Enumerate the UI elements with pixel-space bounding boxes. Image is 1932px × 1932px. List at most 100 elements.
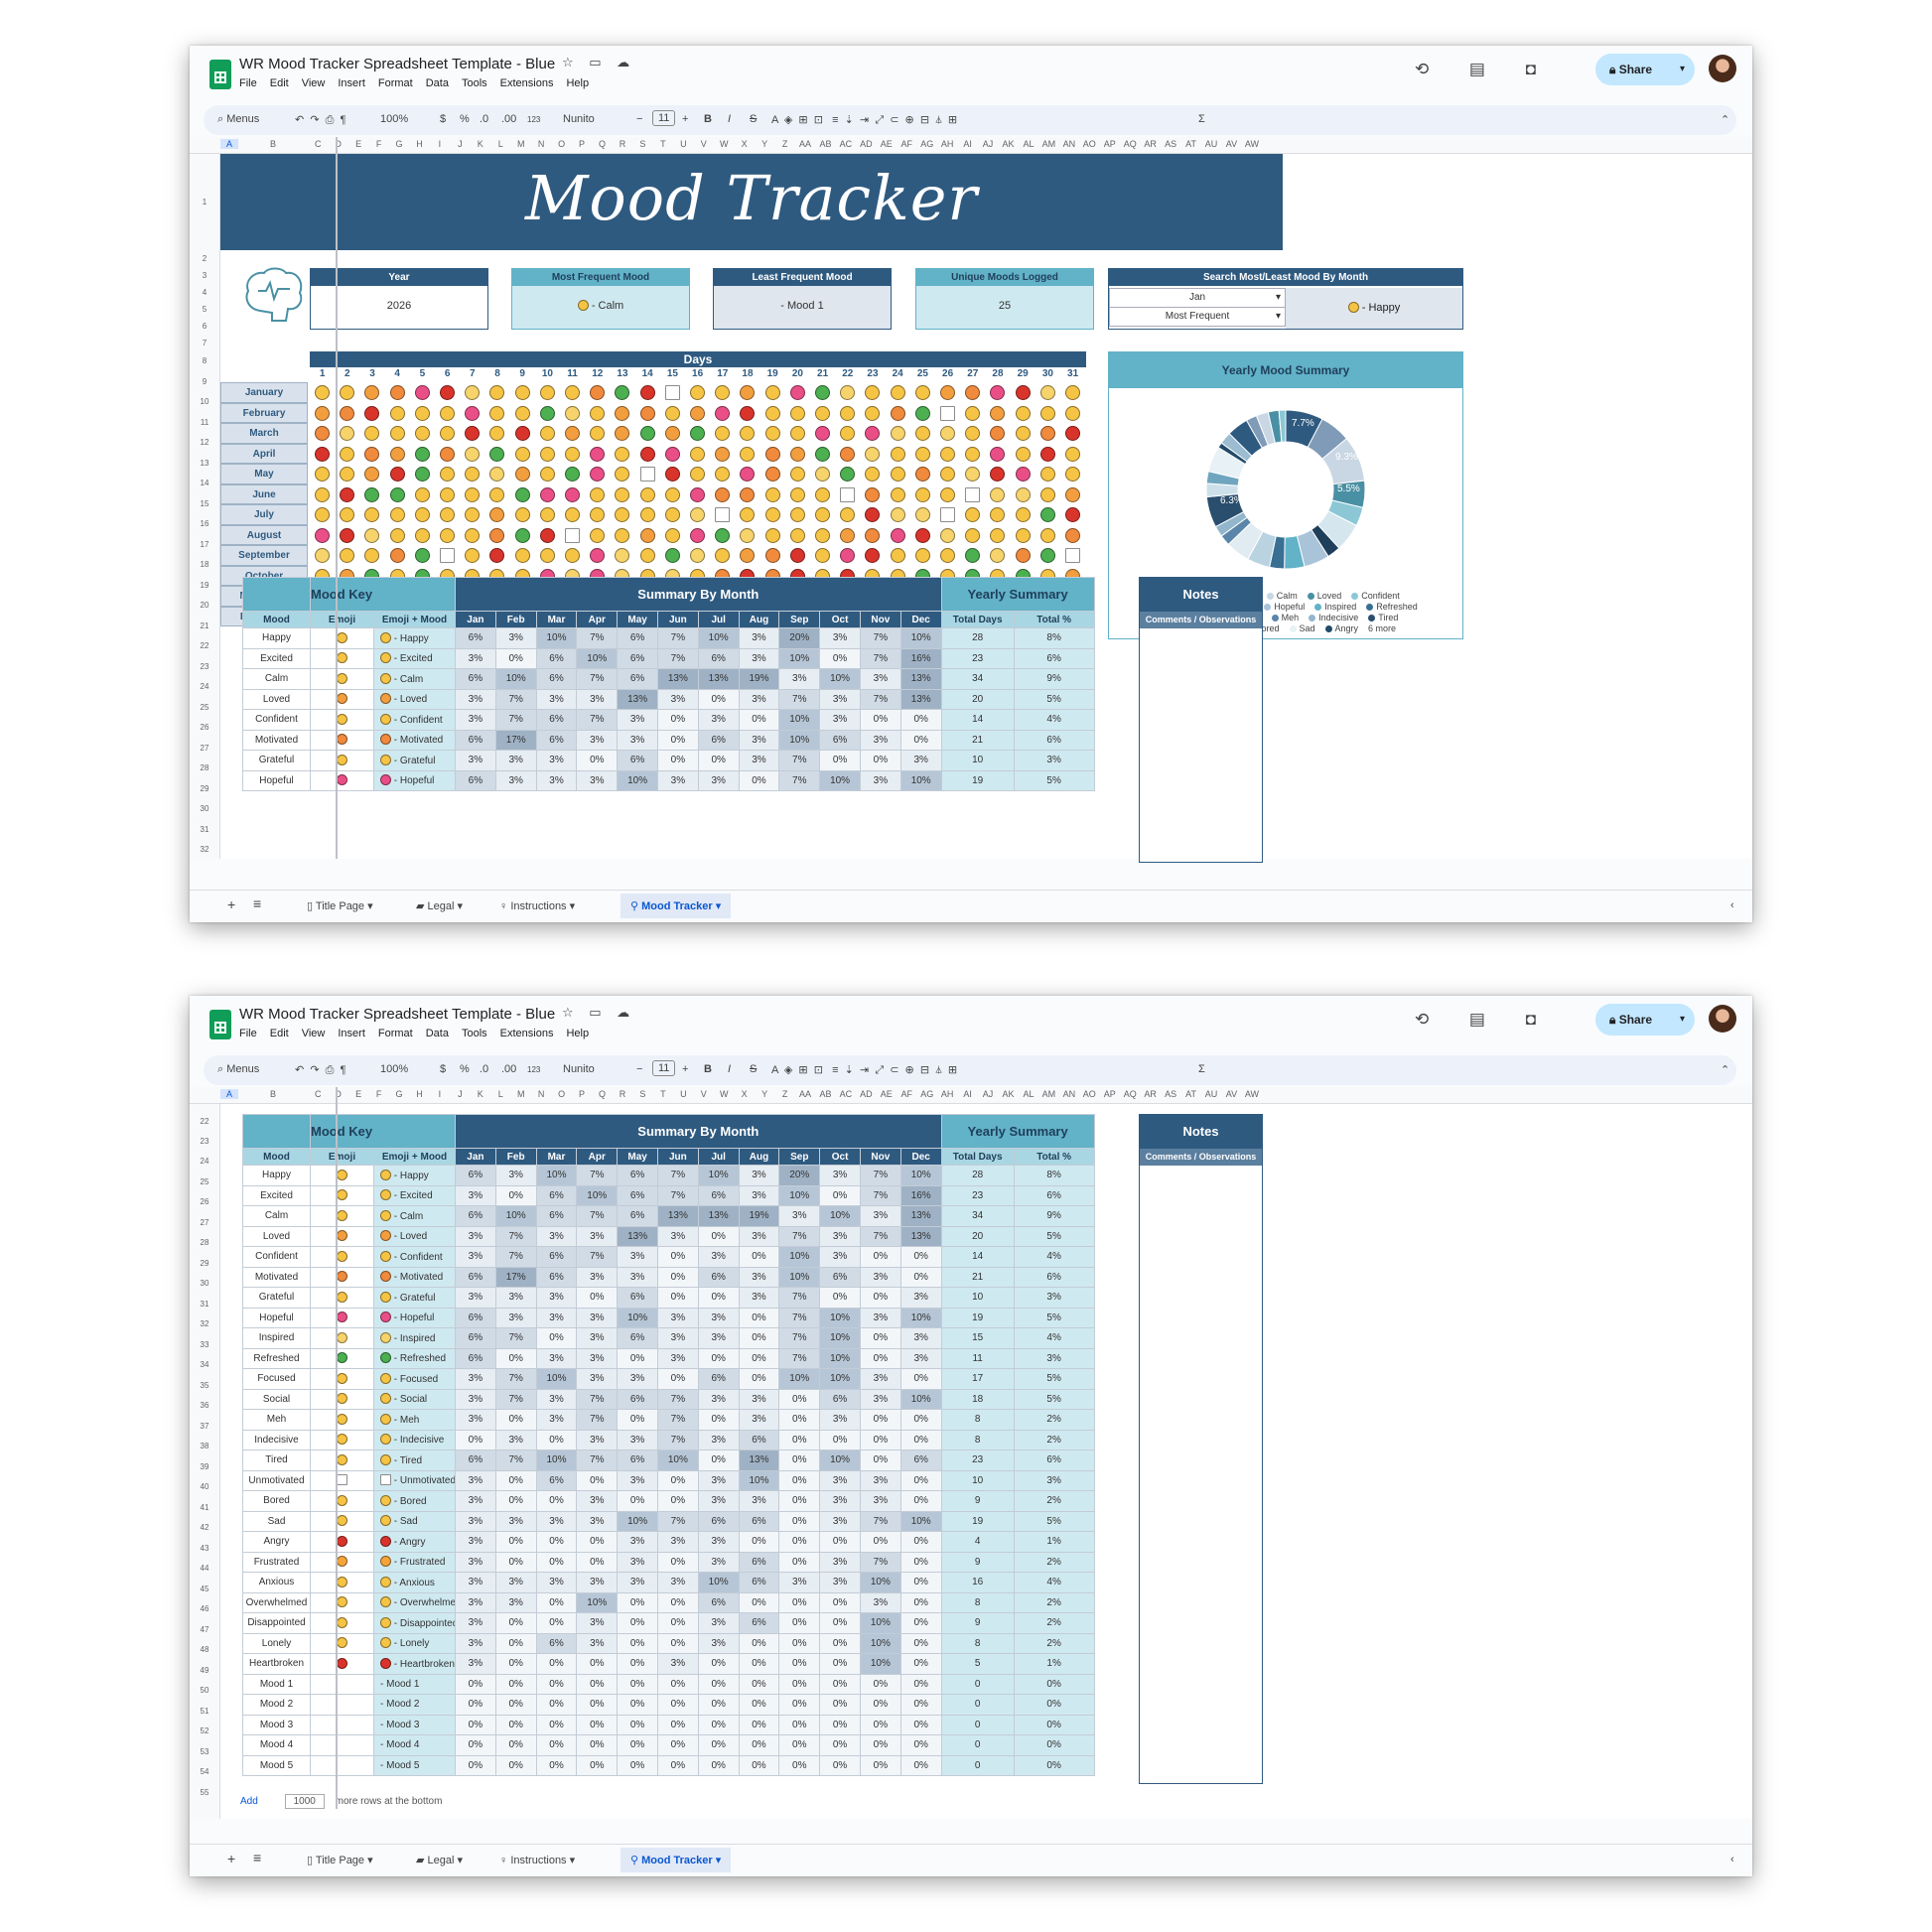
tab-mood-tracker[interactable]: ⚲ Mood Tracker ▾ [621,1848,732,1872]
mood-cell[interactable] [615,385,630,400]
mood-cell[interactable] [340,527,355,543]
row-header-27[interactable]: 27 [200,743,209,753]
column-header-j[interactable]: J [458,1089,463,1099]
column-header-ae[interactable]: AE [880,1089,893,1099]
column-header-l[interactable]: L [497,1089,503,1099]
column-header-g[interactable]: G [395,1089,403,1099]
mood-cell[interactable] [690,467,705,482]
mood-cell[interactable] [740,467,756,482]
mood-cell[interactable] [940,486,955,502]
mood-cell[interactable] [639,486,655,502]
column-header-aw[interactable]: AW [1244,1089,1259,1099]
menu-help[interactable]: Help [566,1028,590,1039]
column-header-al[interactable]: AL [1023,139,1035,149]
mood-cell[interactable] [764,467,780,482]
column-header-at[interactable]: AT [1185,1089,1196,1099]
column-header-q[interactable]: Q [599,139,607,149]
column-header-ac[interactable]: AC [839,139,853,149]
font-select[interactable]: Nunito [563,113,595,125]
row-header-13[interactable]: 13 [200,458,209,468]
column-header-ao[interactable]: AO [1082,139,1096,149]
row-header-28[interactable]: 28 [200,763,209,772]
font-size-minus-icon[interactable]: − [636,1063,643,1075]
mood-cell[interactable] [340,507,355,522]
mood-cell[interactable] [364,446,380,462]
mood-cell[interactable] [465,486,481,502]
mood-cell[interactable] [514,507,530,522]
column-header-s[interactable]: S [639,139,646,149]
percent-format-button[interactable]: % [460,113,470,125]
mood-cell[interactable] [690,507,705,522]
mood-cell[interactable] [565,527,580,543]
mood-cell[interactable] [340,385,355,400]
mood-cell[interactable] [1039,548,1055,563]
mood-cell[interactable] [615,446,630,462]
mood-cell[interactable] [965,507,981,522]
mood-cell[interactable] [890,486,905,502]
functions-button[interactable]: Σ [1198,1063,1205,1075]
mood-cell[interactable] [590,405,606,421]
column-header-ar[interactable]: AR [1144,139,1157,149]
row-header-24[interactable]: 24 [200,682,209,691]
mood-cell[interactable] [664,467,680,482]
more-formats-button[interactable]: 123 [527,1065,541,1074]
share-button[interactable]: 🔒︎ Share ▾ [1595,54,1695,85]
font-select[interactable]: Nunito [563,1063,595,1075]
mood-cell[interactable] [965,426,981,441]
row-header-38[interactable]: 38 [200,1442,209,1450]
menu-tools[interactable]: Tools [461,1028,487,1039]
menu-view[interactable]: View [301,1028,326,1039]
row-header-47[interactable]: 47 [200,1624,209,1634]
row-header-30[interactable]: 30 [200,1279,209,1288]
mood-cell[interactable] [715,548,731,563]
mood-cell[interactable] [539,467,555,482]
increase-decimal-button[interactable]: .00 [501,1063,517,1075]
row-header-14[interactable]: 14 [200,479,209,487]
mood-cell[interactable] [539,405,555,421]
menu-format[interactable]: Format [377,1028,413,1039]
mood-cell[interactable] [789,446,805,462]
column-header-av[interactable]: AV [1225,1089,1238,1099]
column-header-h[interactable]: H [416,1089,423,1099]
mood-cell[interactable] [364,385,380,400]
mood-cell[interactable] [914,467,930,482]
mood-cell[interactable] [664,527,680,543]
column-header-af[interactable]: AF [900,1089,913,1099]
column-header-ab[interactable]: AB [819,139,832,149]
mood-cell[interactable] [389,405,405,421]
mood-cell[interactable] [389,507,405,522]
mood-cell[interactable] [465,426,481,441]
row-header-29[interactable]: 29 [200,783,209,793]
mood-cell[interactable] [489,507,505,522]
mood-cell[interactable] [715,405,731,421]
column-header-x[interactable]: X [741,1089,748,1099]
column-header-ar[interactable]: AR [1144,1089,1157,1099]
mood-cell[interactable] [514,467,530,482]
mood-cell[interactable] [315,405,330,421]
row-header-25[interactable]: 25 [200,1176,209,1186]
tab-dropdown-icon[interactable]: ▾ [454,1855,464,1866]
row-header-29[interactable]: 29 [200,1258,209,1268]
column-header-at[interactable]: AT [1185,139,1196,149]
mood-cell[interactable] [1065,426,1080,441]
column-header-j[interactable]: J [458,139,463,149]
menu-file[interactable]: File [239,1028,257,1039]
column-header-n[interactable]: N [537,1089,545,1099]
mood-cell[interactable] [715,486,731,502]
row-header-49[interactable]: 49 [200,1665,209,1675]
notes-textarea[interactable] [1140,1166,1262,1781]
row-header-18[interactable]: 18 [200,560,209,569]
mood-cell[interactable] [789,507,805,522]
legend-item-6-more[interactable]: 6 more [1368,623,1396,633]
mood-cell[interactable] [465,467,481,482]
mood-cell[interactable] [1015,548,1031,563]
menu-extensions[interactable]: Extensions [499,1028,554,1039]
collapse-toolbar-icon[interactable]: ⌃ [1721,114,1730,126]
column-header-c[interactable]: C [314,139,322,149]
mood-cell[interactable] [1015,426,1031,441]
row-header-50[interactable]: 50 [200,1686,209,1695]
mood-cell[interactable] [940,527,955,543]
mood-cell[interactable] [789,548,805,563]
mood-cell[interactable] [565,405,580,421]
strikethrough-button[interactable]: S [750,113,758,125]
